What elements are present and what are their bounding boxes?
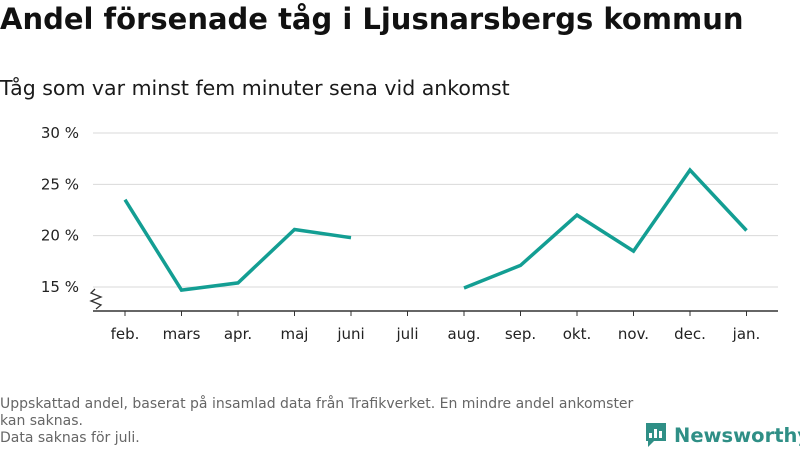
series-line: [463, 167, 748, 290]
x-axis-ticks: feb. mars apr. maj juni juli aug. sep. okt. nov. d…: [111, 311, 761, 343]
chart-title: Andel försenade tåg i Ljusnarsbergs komm…: [0, 2, 744, 36]
x-tick-label: juli: [395, 325, 418, 343]
y-axis-ticks: 15 % 20 % 25 % 30 %: [41, 124, 79, 296]
x-tick-label: mars: [163, 325, 201, 343]
line-chart: 15 % 20 % 25 % 30 % feb. mars apr. maj juni juli…: [41, 124, 778, 343]
brand: Newsworthy: [644, 420, 800, 450]
y-tick-label: 15 %: [41, 278, 79, 296]
grid-layer: [93, 132, 778, 288]
axis-break-icon: [89, 288, 103, 310]
y-tick-label: 25 %: [41, 175, 79, 193]
x-tick-label: dec.: [674, 325, 706, 343]
brand-name: Newsworthy: [674, 423, 800, 447]
y-tick-label: 20 %: [41, 227, 79, 245]
chart-subtitle: Tåg som var minst fem minuter sena vid a…: [0, 76, 510, 100]
x-tick-label: feb.: [111, 325, 140, 343]
x-tick-label: okt.: [563, 325, 592, 343]
x-tick-label: nov.: [618, 325, 649, 343]
x-tick-label: juni: [336, 325, 364, 343]
newsworthy-logo-icon: [646, 423, 666, 447]
x-tick-label: apr.: [224, 325, 252, 343]
x-tick-label: jan.: [732, 325, 761, 343]
series-layer: [123, 167, 748, 292]
footnote-source: Uppskattad andel, baserat på insamlad da…: [0, 396, 634, 429]
footnote-missing-data: Data saknas för juli.: [0, 430, 140, 446]
x-axis: [89, 288, 778, 312]
x-tick-label: maj: [281, 325, 309, 343]
series-line: [123, 198, 352, 292]
x-tick-label: aug.: [448, 325, 481, 343]
y-tick-label: 30 %: [41, 124, 79, 142]
x-tick-label: sep.: [505, 325, 536, 343]
footnote: Uppskattad andel, baserat på insamlad da…: [0, 396, 640, 447]
